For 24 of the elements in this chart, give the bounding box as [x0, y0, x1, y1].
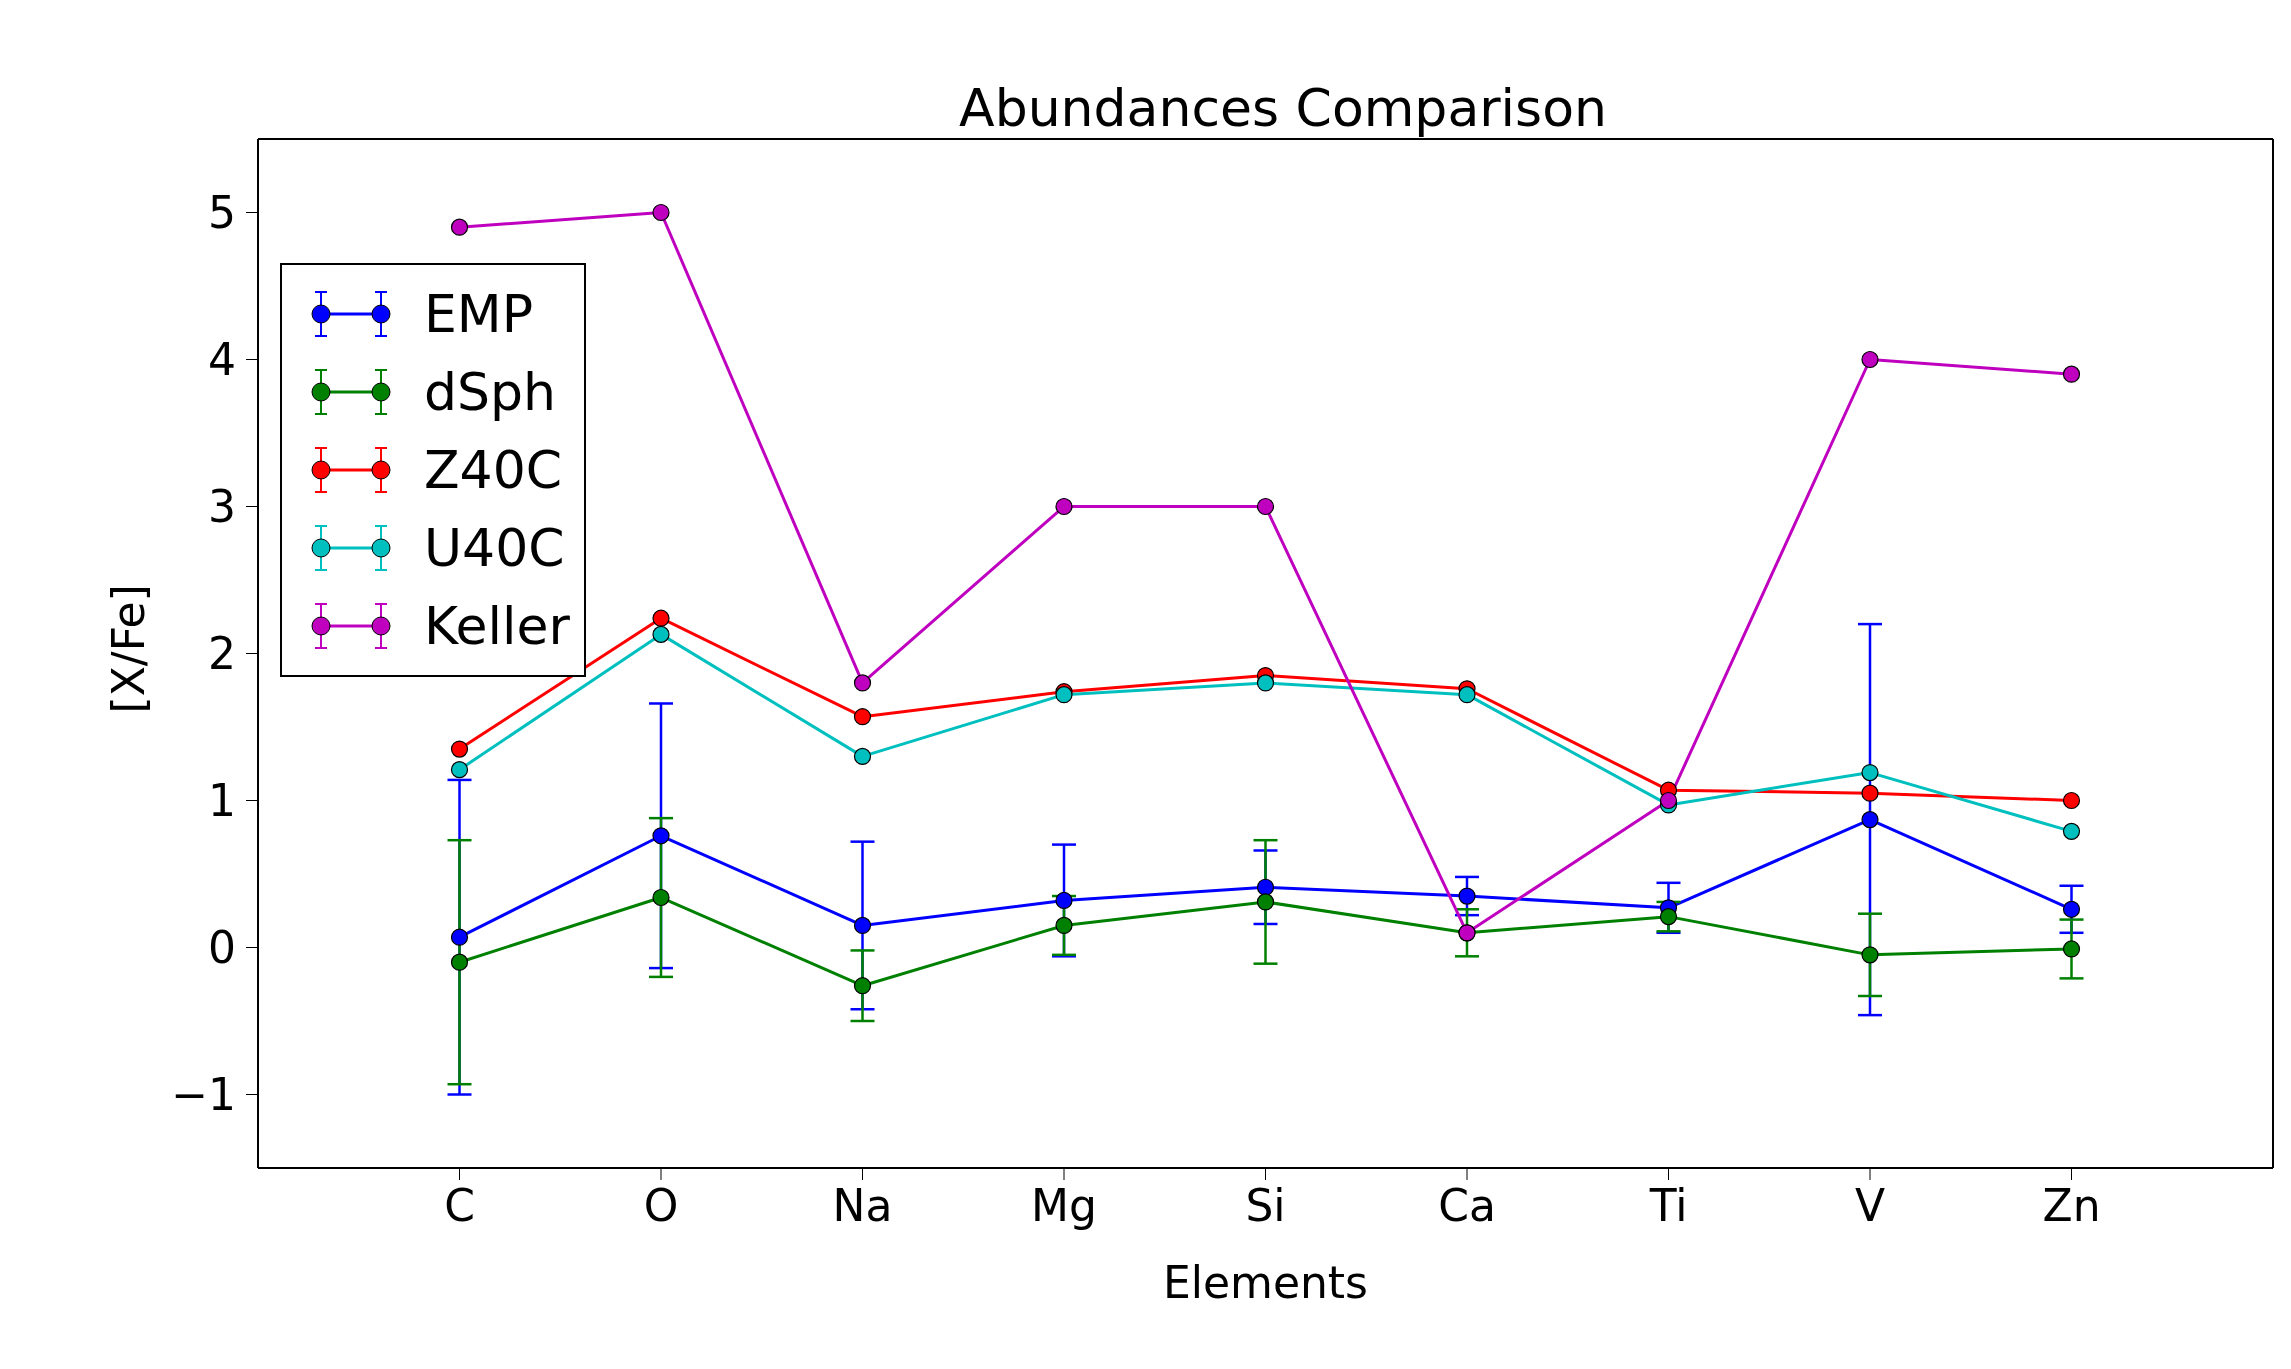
x-tick-label: V	[1854, 1180, 1886, 1232]
y-tick-label: 1	[208, 775, 236, 827]
y-axis-title: [X/Fe]	[102, 584, 154, 714]
y-tick-label: 0	[208, 922, 236, 974]
x-tick-label: Na	[832, 1180, 893, 1232]
y-tick-label: −1	[171, 1069, 236, 1121]
x-tick-label: Ca	[1438, 1180, 1496, 1232]
y-tick-label: 2	[208, 628, 236, 680]
x-tick-label: Si	[1245, 1180, 1286, 1232]
x-axis-title: Elements	[1162, 1257, 1369, 1308]
x-tick-label: O	[643, 1180, 679, 1232]
legend-label: Keller	[424, 596, 570, 656]
y-tick-label: 4	[208, 334, 236, 386]
x-tick-label: C	[444, 1180, 475, 1232]
legend-label: dSph	[424, 362, 556, 422]
legend-label: U40C	[424, 518, 565, 578]
y-tick-label: 3	[208, 481, 236, 533]
x-tick-label: Ti	[1648, 1180, 1688, 1232]
y-tick-label: 5	[208, 187, 236, 239]
legend-label: EMP	[424, 284, 534, 344]
x-tick-label: Zn	[2042, 1180, 2101, 1232]
legend-label: Z40C	[424, 440, 563, 500]
chart-title: Abundances Comparison	[959, 78, 1607, 138]
x-tick-label: Mg	[1031, 1180, 1097, 1232]
